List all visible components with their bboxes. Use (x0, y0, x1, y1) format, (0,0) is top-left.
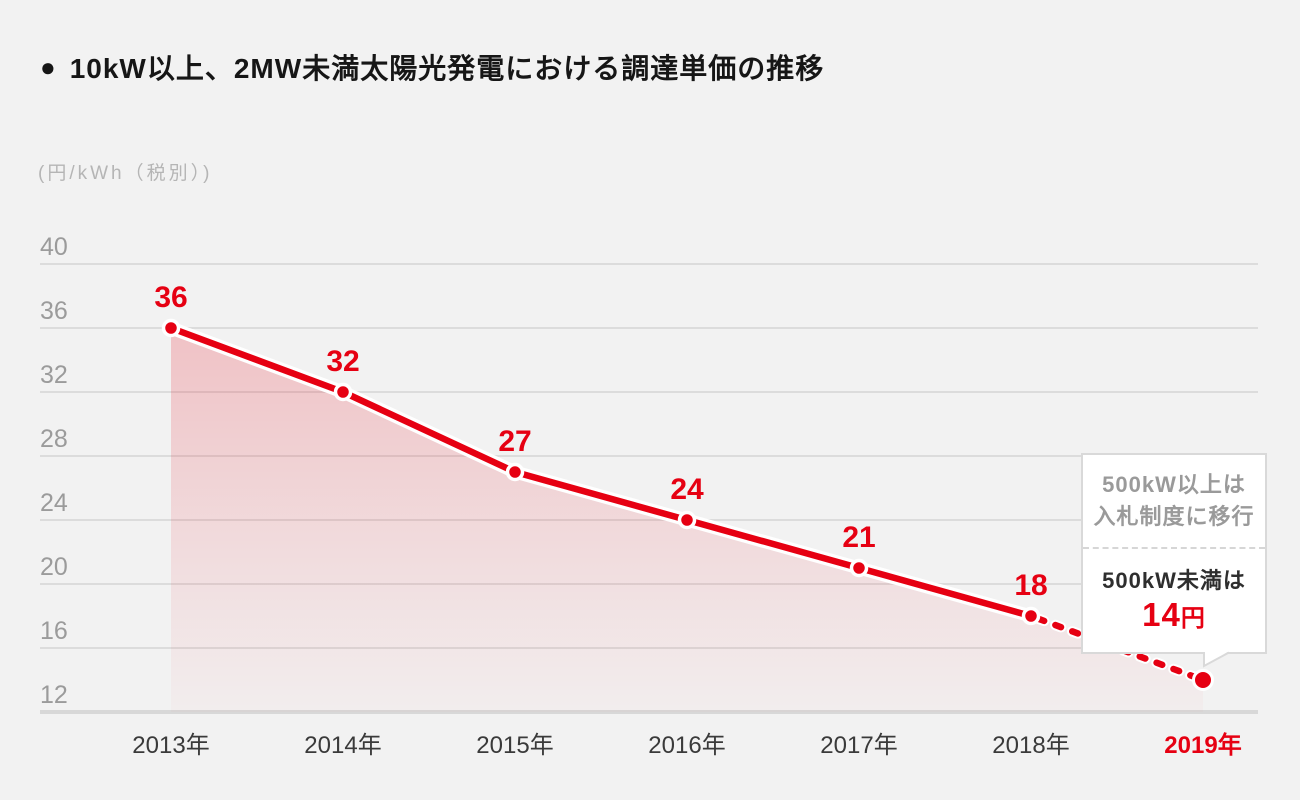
data-point (1021, 606, 1041, 626)
y-tick-label: 40 (40, 233, 68, 261)
y-axis-unit-label: (円/kWh（税別）) (38, 163, 213, 184)
x-tick-label: 2014年 (304, 732, 381, 759)
x-tick-label: 2015年 (476, 732, 553, 759)
x-tick-label: 2016年 (648, 732, 725, 759)
y-tick-label: 20 (40, 553, 68, 581)
data-point (333, 382, 353, 402)
data-point (161, 318, 181, 338)
page-title-text: 10kW以上、2MW未満太陽光発電における調達単価の推移 (69, 53, 825, 84)
callout-box: 500kW以上は 入札制度に移行 500kW未満は 14円 (1081, 453, 1267, 654)
x-tick-label: 2017年 (820, 732, 897, 759)
x-tick-label: 2018年 (992, 732, 1069, 759)
callout-top-line1: 500kW以上は (1102, 472, 1246, 498)
data-point (677, 510, 697, 530)
dotted-line (1027, 612, 1207, 684)
callout-value-unit: 円 (1180, 605, 1206, 633)
callout-top-section: 500kW以上は 入札制度に移行 (1083, 455, 1265, 549)
data-point (849, 558, 869, 578)
y-tick-label: 24 (40, 489, 68, 517)
callout-value: 14円 (1142, 596, 1206, 634)
y-tick-label: 12 (40, 681, 68, 709)
data-point-label: 21 (842, 521, 875, 554)
callout-bottom-label: 500kW未満は (1102, 567, 1246, 593)
callout-value-number: 14 (1142, 596, 1181, 634)
data-point (1192, 669, 1214, 691)
x-tick-label: 2013年 (132, 732, 209, 759)
callout-top-line2: 入札制度に移行 (1093, 503, 1255, 529)
data-point-label: 24 (670, 473, 704, 506)
data-point (505, 462, 525, 482)
data-point-label: 32 (326, 345, 359, 378)
page-title: ● 10kW以上、2MW未満太陽光発電における調達単価の推移 (40, 47, 824, 87)
data-point-label: 36 (154, 281, 187, 314)
trend-line (167, 324, 1035, 620)
data-point-label: 18 (1014, 569, 1047, 602)
x-tick-label: 2019年 (1164, 731, 1241, 759)
y-tick-label: 36 (40, 297, 68, 325)
y-tick-label: 16 (40, 617, 68, 645)
data-point-label: 27 (498, 425, 531, 458)
callout-bottom-section: 500kW未満は 14円 (1083, 549, 1265, 652)
bullet-icon: ● (40, 52, 57, 82)
y-tick-label: 28 (40, 425, 68, 453)
y-tick-label: 32 (40, 361, 68, 389)
